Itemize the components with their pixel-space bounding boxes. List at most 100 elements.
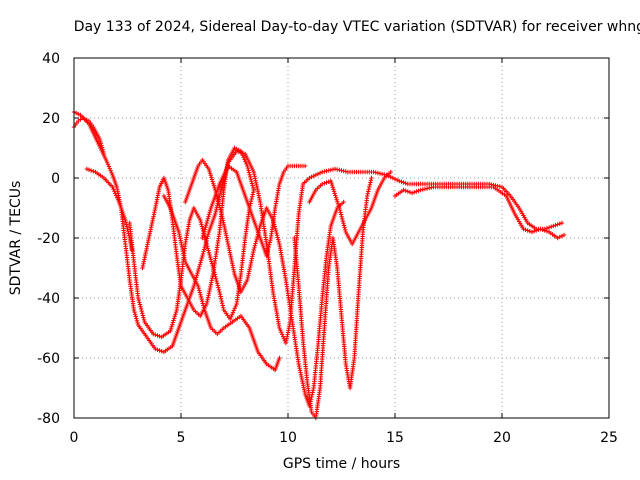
- data-point: [333, 195, 339, 200]
- data-point: [91, 169, 96, 174]
- data-point: [207, 171, 213, 176]
- data-point: [333, 193, 338, 198]
- data-point: [235, 173, 241, 179]
- data-point: [252, 243, 258, 248]
- data-point: [218, 209, 224, 215]
- data-point: [165, 185, 170, 191]
- data-point: [90, 129, 95, 135]
- data-point: [99, 143, 104, 148]
- data-point: [197, 290, 203, 295]
- data-point: [261, 245, 266, 251]
- data-point: [525, 228, 530, 233]
- data-point: [403, 188, 408, 193]
- data-point: [235, 171, 240, 177]
- data-point: [262, 247, 267, 253]
- data-point: [135, 320, 140, 326]
- data-point: [183, 305, 189, 311]
- data-point: [140, 313, 146, 318]
- data-point: [369, 205, 374, 211]
- data-point: [260, 241, 265, 247]
- data-point: [171, 316, 177, 321]
- data-point: [243, 193, 248, 199]
- data-point: [256, 231, 261, 237]
- data-point: [280, 173, 285, 179]
- data-point: [175, 329, 180, 335]
- data-point: [252, 339, 257, 345]
- data-point: [234, 169, 239, 175]
- data-point: [202, 307, 207, 313]
- data-point: [333, 209, 338, 215]
- data-point: [190, 177, 196, 183]
- data-point: [123, 220, 129, 225]
- data-point: [322, 181, 327, 186]
- data-point: [207, 168, 212, 174]
- data-point: [374, 191, 379, 197]
- data-point: [120, 209, 125, 215]
- data-point: [238, 181, 244, 187]
- data-point: [249, 165, 255, 171]
- data-point: [111, 174, 116, 180]
- data-point: [399, 179, 404, 184]
- data-point: [278, 327, 283, 333]
- x-tick-label: 0: [70, 430, 79, 446]
- data-point: [311, 173, 316, 179]
- data-point: [124, 222, 129, 227]
- data-point: [183, 199, 188, 205]
- data-point: [185, 191, 191, 197]
- data-point: [235, 281, 241, 287]
- data-point: [195, 165, 200, 171]
- data-point: [190, 179, 195, 185]
- data-point: [209, 261, 215, 266]
- data-point: [248, 199, 254, 204]
- data-point: [266, 244, 271, 250]
- data-point: [92, 133, 97, 139]
- data-point: [199, 296, 204, 302]
- data-point: [229, 312, 235, 317]
- data-point: [121, 211, 126, 217]
- data-point: [207, 252, 212, 258]
- data-point: [198, 294, 204, 300]
- data-point: [183, 197, 189, 203]
- data-point: [205, 216, 211, 221]
- data-point: [275, 361, 280, 367]
- data-point: [93, 135, 98, 141]
- data-point: [211, 183, 217, 188]
- data-point: [215, 185, 221, 191]
- data-point: [405, 189, 411, 194]
- data-point: [204, 241, 209, 247]
- data-point: [242, 191, 247, 197]
- data-point: [253, 223, 259, 229]
- data-point: [249, 179, 254, 184]
- data-point: [302, 391, 308, 397]
- data-point: [200, 233, 206, 239]
- data-point: [104, 159, 110, 165]
- data-point: [246, 203, 251, 209]
- data-point: [189, 289, 194, 295]
- data-point: [201, 249, 206, 254]
- data-point: [173, 221, 179, 227]
- data-point: [328, 223, 333, 229]
- data-point: [187, 217, 192, 223]
- data-point: [213, 274, 218, 279]
- data-point: [213, 276, 219, 282]
- data-point: [409, 190, 415, 196]
- data-point: [203, 239, 209, 245]
- data-point: [173, 309, 179, 315]
- data-point: [173, 333, 179, 339]
- data-point: [228, 314, 234, 320]
- data-point: [157, 348, 162, 353]
- data-point: [338, 212, 344, 217]
- data-point: [505, 195, 510, 201]
- data-point: [101, 151, 107, 157]
- data-point: [134, 316, 139, 321]
- data-point: [153, 346, 158, 352]
- data-point: [251, 217, 256, 223]
- data-point: [248, 209, 254, 215]
- data-point: [237, 177, 242, 183]
- data-point: [173, 219, 178, 225]
- data-point: [249, 211, 254, 217]
- data-point: [140, 311, 145, 316]
- data-point: [246, 168, 251, 173]
- data-point: [240, 185, 245, 191]
- data-point: [366, 187, 371, 192]
